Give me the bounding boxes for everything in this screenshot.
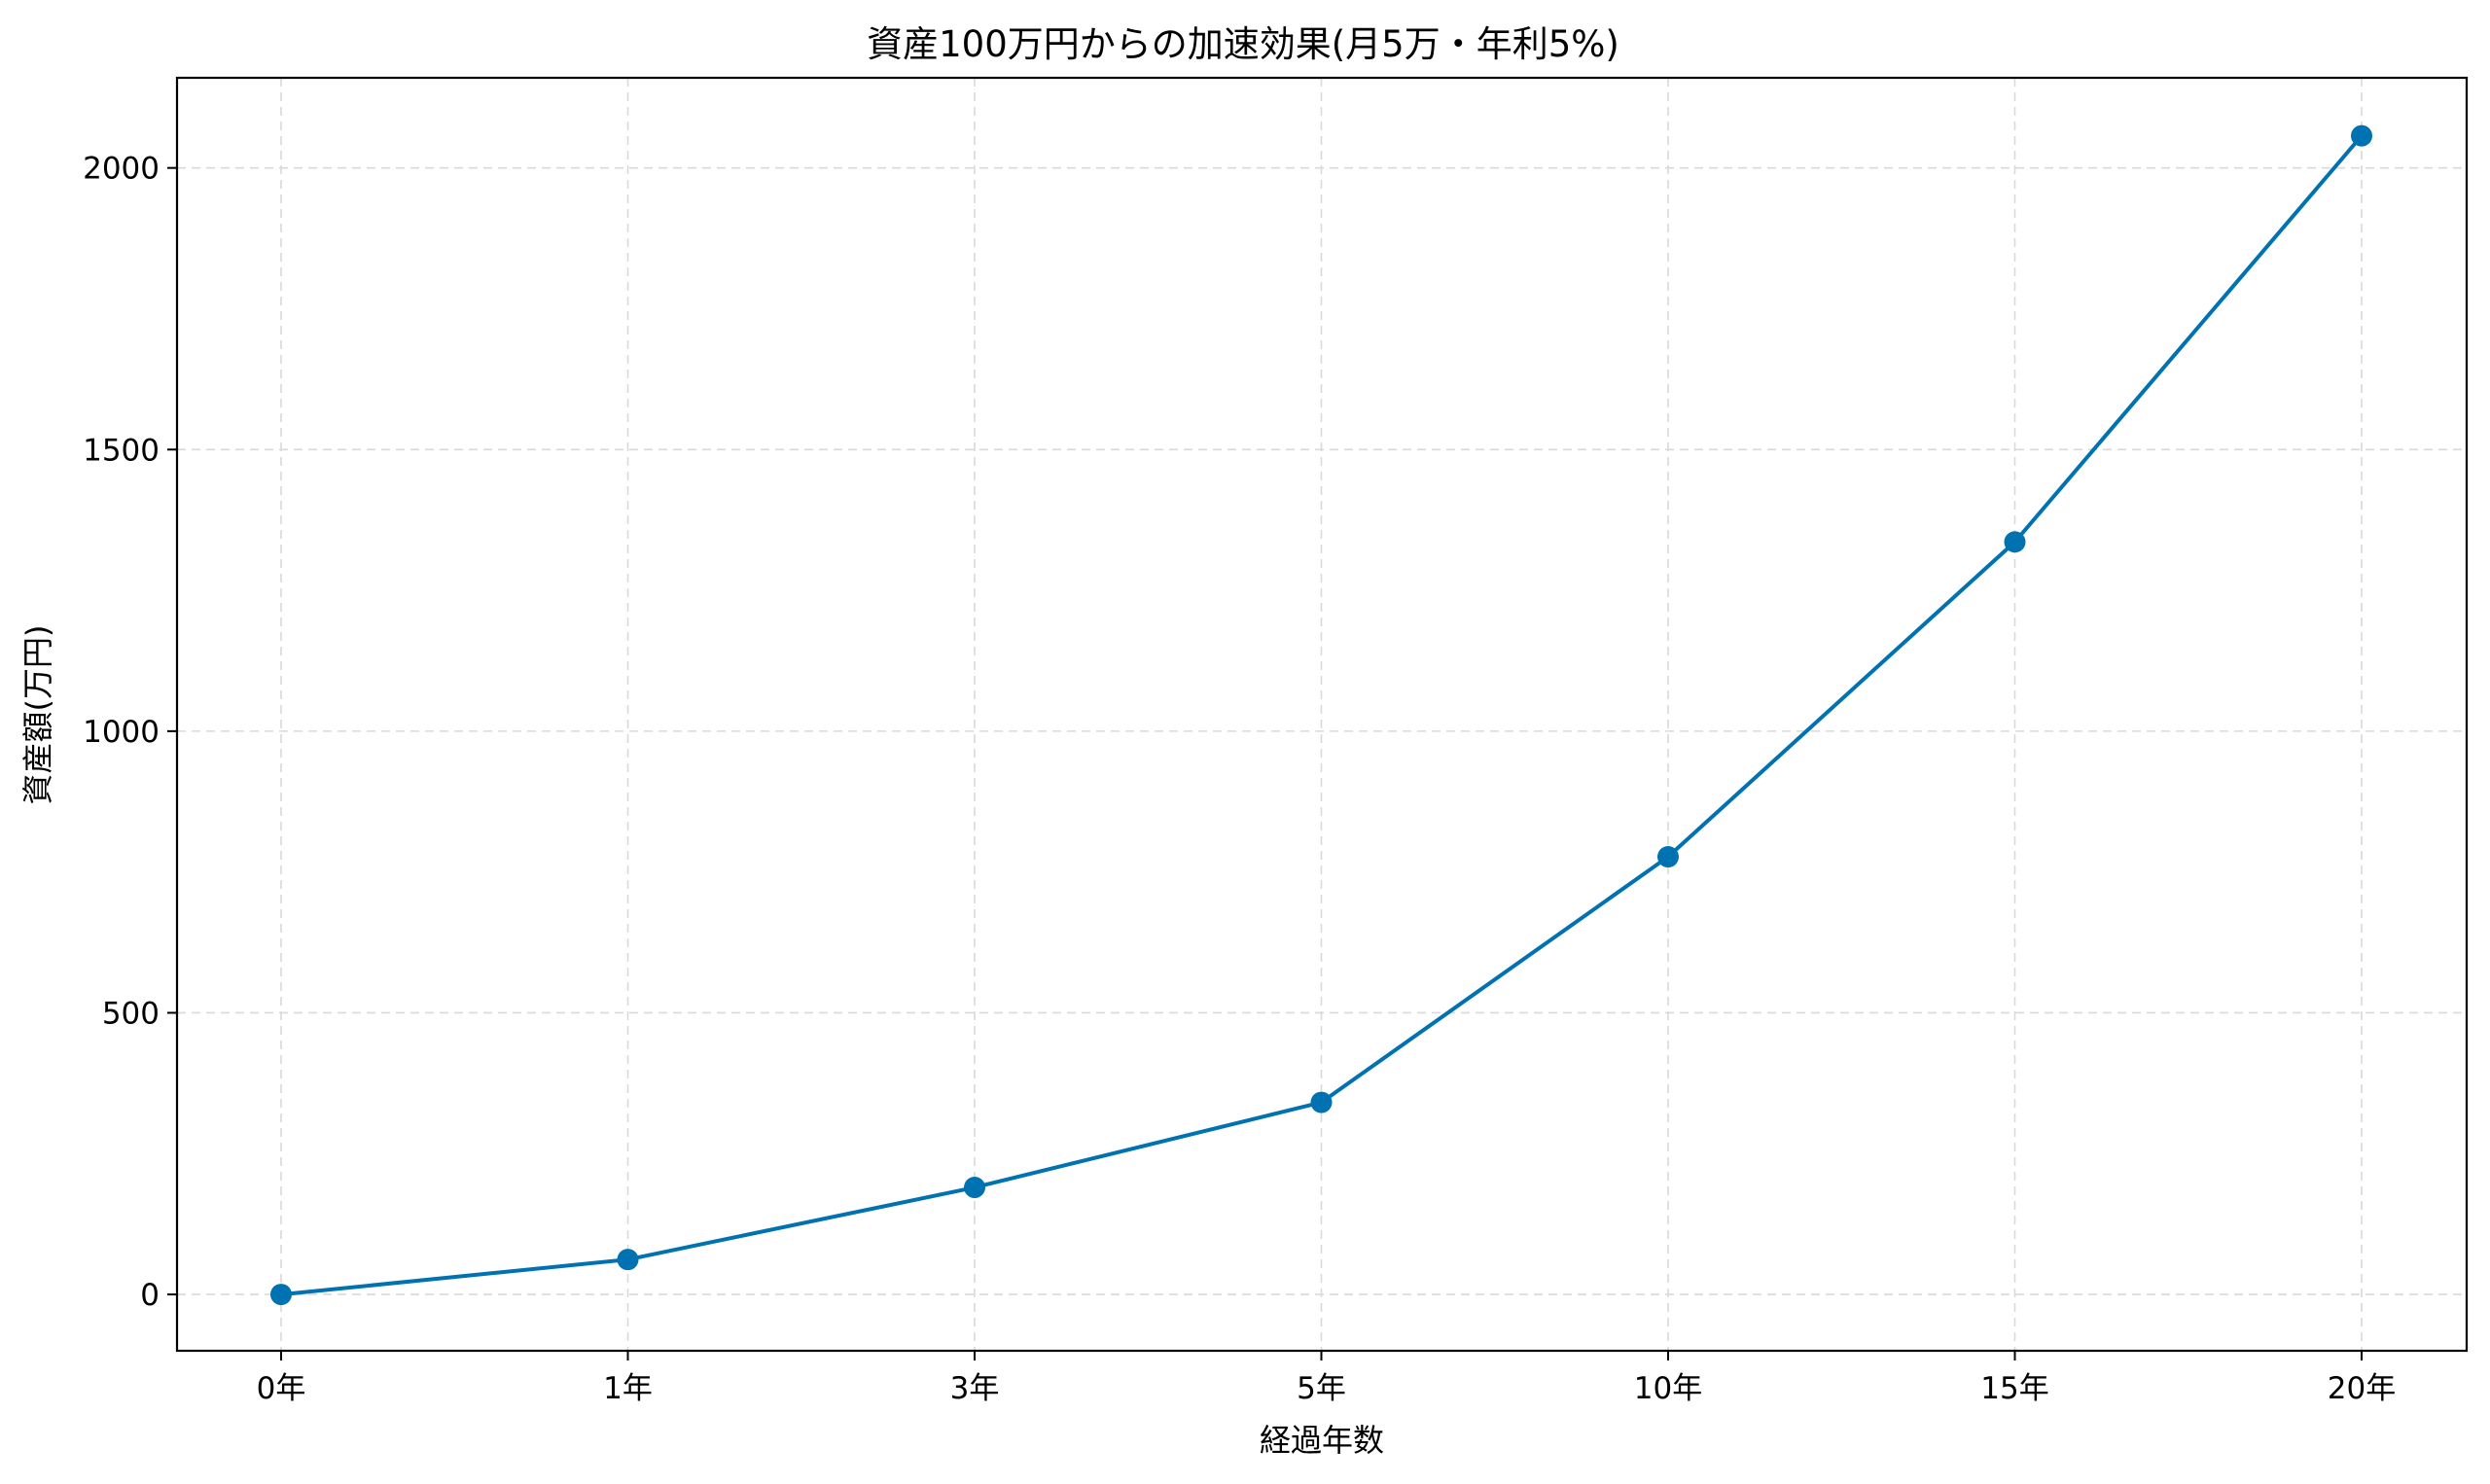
x-axis-label: 経過年数 — [1260, 1422, 1384, 1459]
y-axis-label: 資産額(万円) — [19, 625, 56, 805]
data-point — [2351, 124, 2372, 147]
x-tick-label: 5年 — [1297, 1371, 1346, 1406]
series-line — [270, 124, 2372, 1306]
x-tick-label: 20年 — [2328, 1371, 2396, 1406]
y-tick-label: 500 — [102, 996, 160, 1031]
plot-frame — [175, 76, 2469, 1353]
y-axis-ticks: 0 500 1000 1500 2000 — [83, 152, 177, 1313]
data-point — [1310, 1091, 1333, 1113]
data-point — [964, 1177, 985, 1199]
y-tick-label: 1500 — [83, 433, 160, 468]
x-tick-label: 0年 — [257, 1371, 306, 1406]
x-axis-ticks: 0年 1年 3年 5年 10年 15年 20年 — [257, 1351, 2396, 1406]
data-point — [2004, 531, 2026, 553]
chart-title: 資産100万円からの加速効果(月5万・年利5%) — [867, 23, 1619, 65]
data-point — [1657, 846, 1679, 868]
data-point — [617, 1249, 639, 1271]
x-tick-label: 15年 — [1980, 1371, 2048, 1406]
x-tick-label: 3年 — [950, 1371, 1000, 1406]
x-tick-label: 1年 — [603, 1371, 653, 1406]
x-tick-label: 10年 — [1634, 1371, 1702, 1406]
grid — [177, 78, 2467, 1351]
y-tick-label: 0 — [140, 1278, 160, 1313]
y-tick-label: 1000 — [83, 715, 160, 750]
data-point — [270, 1284, 292, 1306]
y-tick-label: 2000 — [83, 152, 160, 187]
